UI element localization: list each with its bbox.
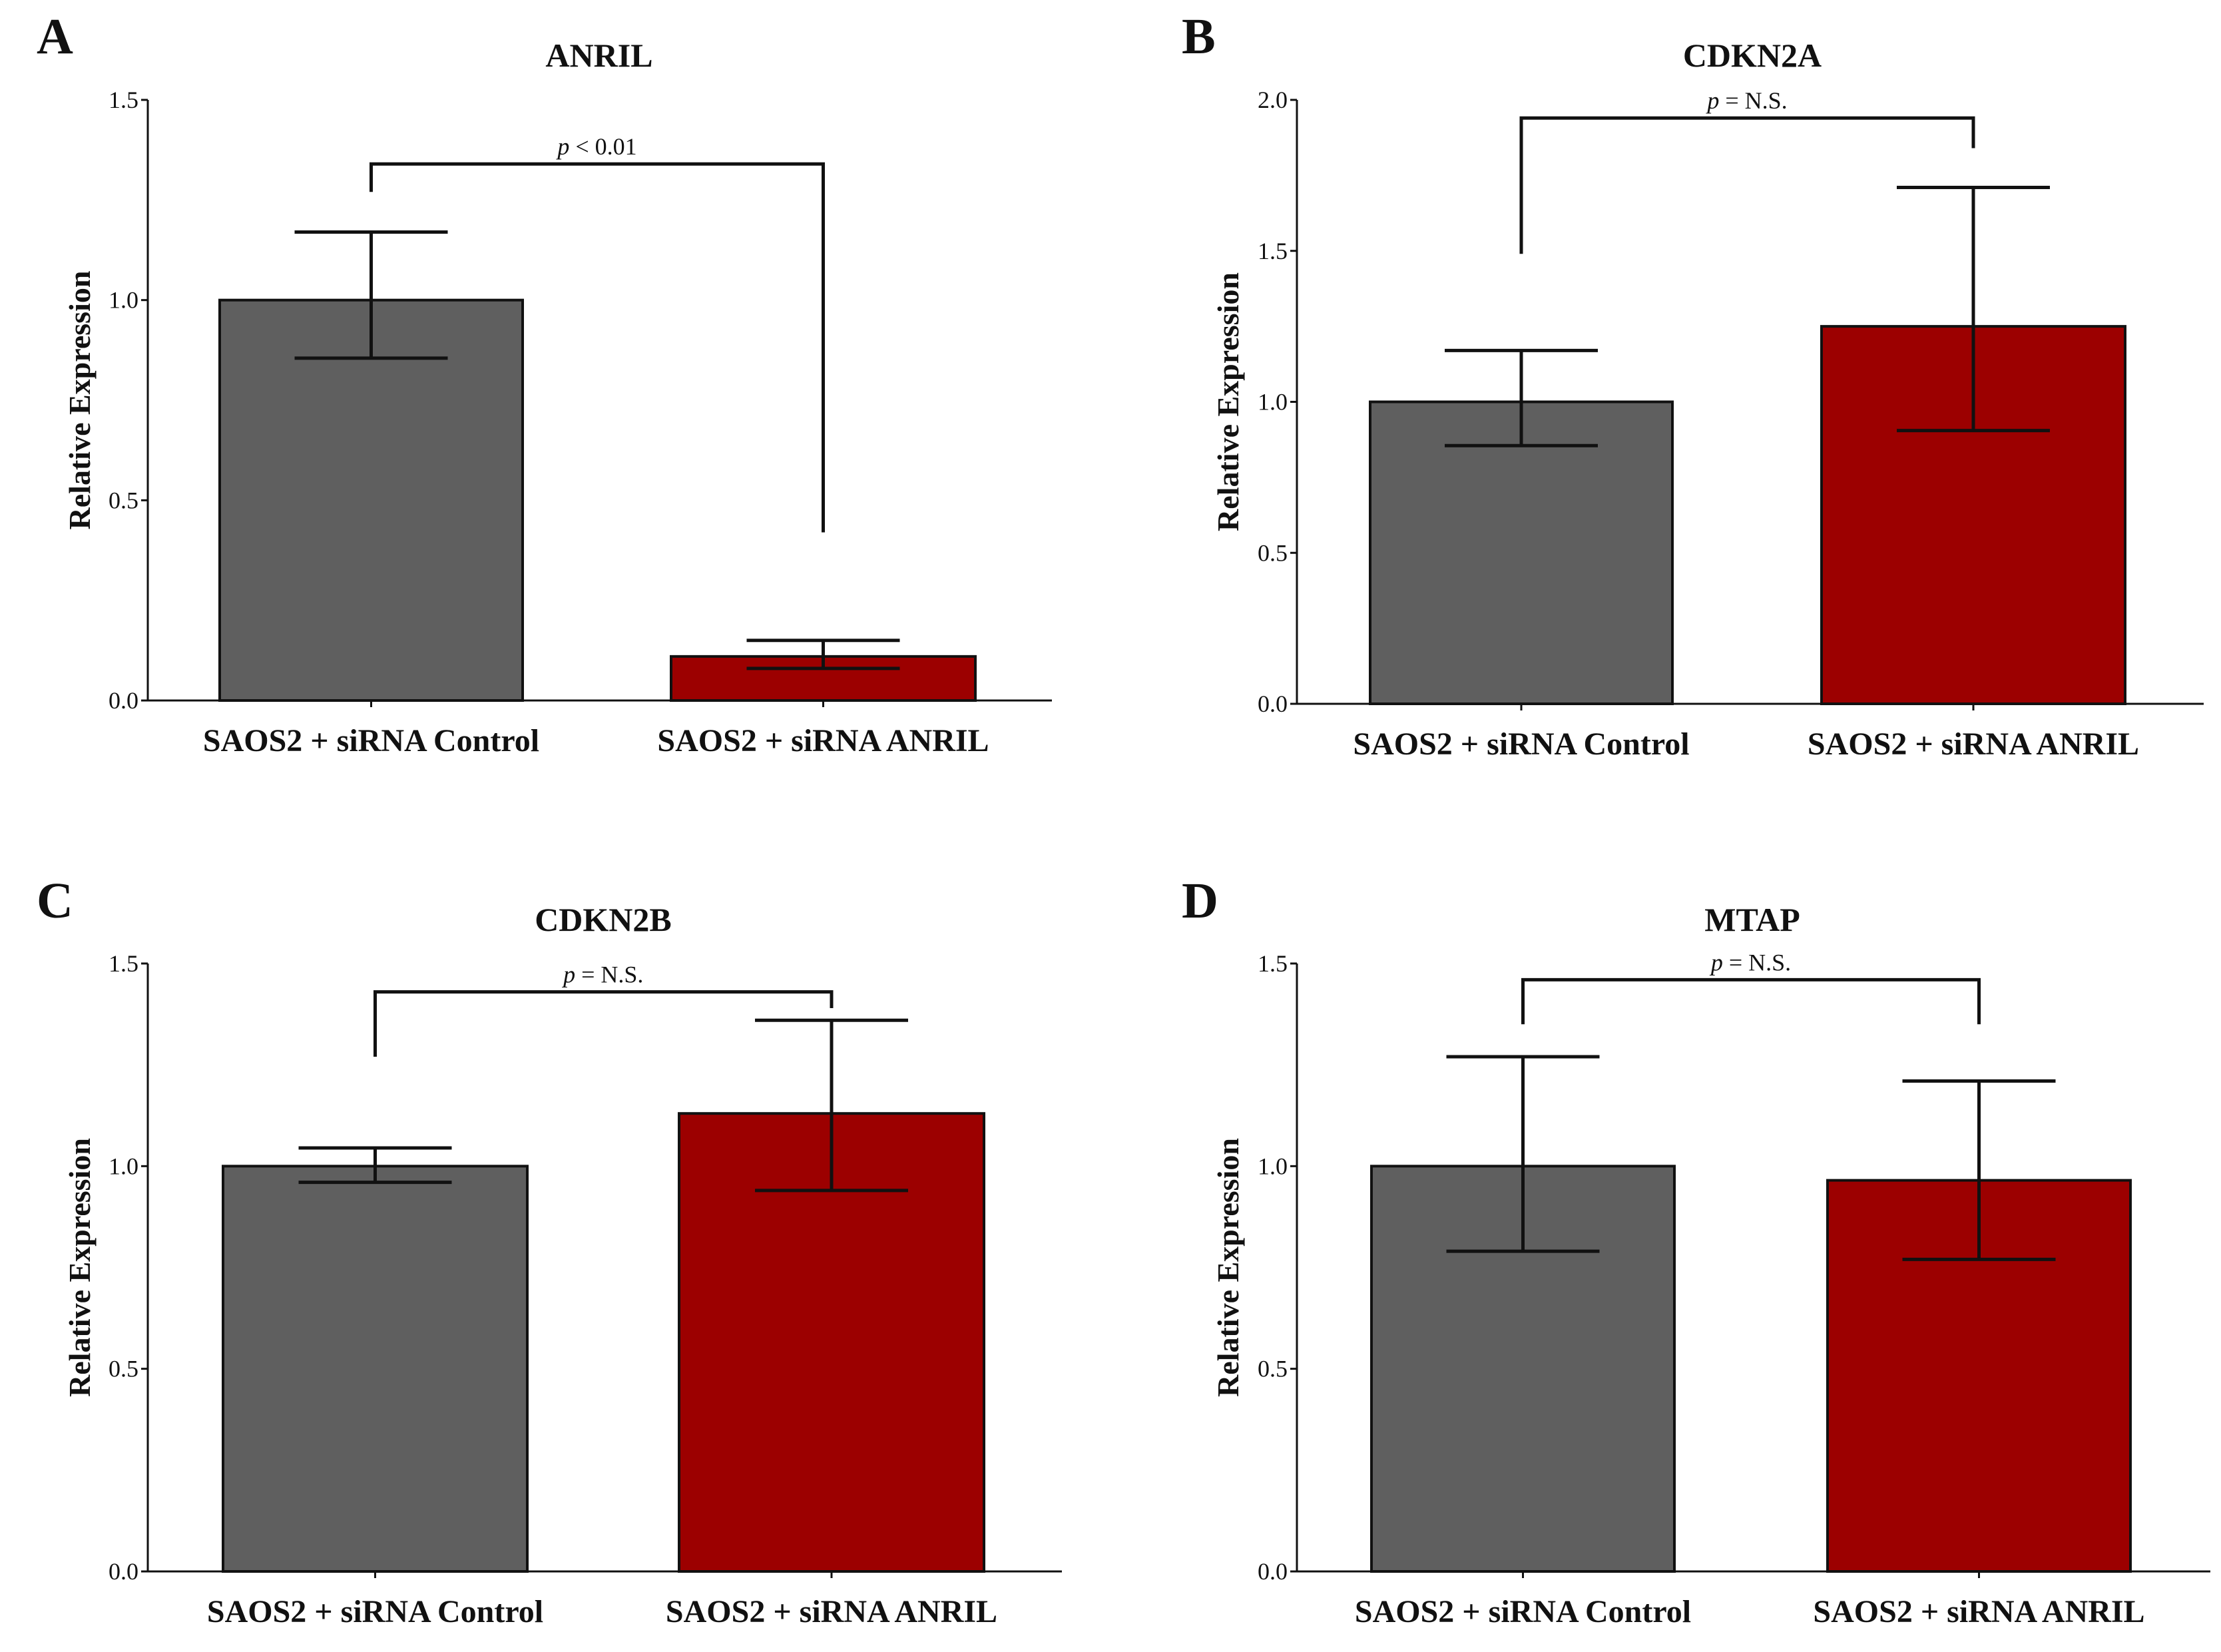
y-tick-label: 2.0: [1258, 87, 1288, 113]
chart-panel-b: B CDKN2A Relative Expression 0.0 0.5 1.0 1.5 2.…: [1182, 9, 2204, 762]
x-tick-label: SAOS2 + siRNA ANRIL: [666, 1594, 997, 1629]
significance-label: p = N.S.: [1709, 949, 1791, 975]
x-tick-label: SAOS2 + siRNA ANRIL: [657, 723, 989, 758]
y-tick-label: 0.0: [1258, 1558, 1288, 1585]
y-tick-label: 1.0: [1258, 389, 1288, 415]
significance-bracket: [1519, 116, 1975, 254]
y-tick-label: 1.0: [1258, 1153, 1288, 1179]
significance-bracket: [1521, 977, 1981, 1025]
y-axis-label: Relative Expression: [1211, 272, 1245, 531]
chart-panel-c: C CDKN2B Relative Expression 0.0 0.5 1.0 1.5 SA…: [37, 873, 1062, 1629]
chart-panel-a: A ANRIL Relative Expression 0.0 0.5 1.0 1.5 SAO…: [37, 9, 1052, 758]
y-axis-label: Relative Expression: [63, 271, 97, 530]
y-axis-label: Relative Expression: [63, 1138, 97, 1397]
x-tick-label: SAOS2 + siRNA ANRIL: [1813, 1594, 2144, 1629]
chart-panel-d: D MTAP Relative Expression 0.0 0.5 1.0 1.5 SAOS…: [1182, 873, 2210, 1629]
x-tick-label: SAOS2 + siRNA ANRIL: [1808, 726, 2139, 762]
x-tick-label: SAOS2 + siRNA Control: [207, 1594, 543, 1629]
panel-letter: B: [1182, 9, 1216, 65]
chart-title: MTAP: [1704, 901, 1800, 938]
y-tick-label: 0.5: [1258, 539, 1288, 566]
significance-label: p < 0.01: [555, 133, 636, 160]
x-tick-label: SAOS2 + siRNA Control: [1353, 726, 1689, 762]
panel-letter: C: [37, 873, 73, 929]
chart-title: CDKN2A: [1683, 37, 1822, 74]
y-tick-label: 1.5: [109, 950, 138, 977]
chart-title: CDKN2B: [535, 901, 672, 938]
y-tick-label: 1.0: [109, 287, 138, 314]
y-tick-label: 0.0: [109, 1558, 138, 1585]
bar-siRNA-control: [222, 1165, 529, 1573]
x-tick-label: SAOS2 + siRNA Control: [203, 723, 539, 758]
y-tick-label: 0.5: [109, 1356, 138, 1382]
significance-bracket: [373, 990, 834, 1057]
x-tick-label: SAOS2 + siRNA Control: [1355, 1594, 1691, 1629]
chart-title: ANRIL: [545, 37, 652, 74]
y-tick-label: 0.0: [1258, 690, 1288, 717]
y-tick-label: 0.0: [109, 687, 138, 714]
y-tick-label: 1.5: [1258, 238, 1288, 264]
y-tick-label: 1.5: [1258, 950, 1288, 977]
panel-letter: A: [37, 9, 73, 65]
y-axis-label: Relative Expression: [1211, 1138, 1245, 1397]
panel-letter: D: [1182, 873, 1218, 929]
significance-label: p = N.S.: [561, 962, 643, 988]
significance-label: p = N.S.: [1705, 87, 1787, 114]
y-tick-label: 0.5: [1258, 1356, 1288, 1382]
bar-siRNA-control: [218, 298, 524, 702]
y-tick-label: 1.5: [109, 87, 138, 113]
significance-bracket: [370, 162, 825, 533]
y-tick-label: 1.0: [109, 1153, 138, 1179]
y-tick-label: 0.5: [109, 487, 138, 513]
